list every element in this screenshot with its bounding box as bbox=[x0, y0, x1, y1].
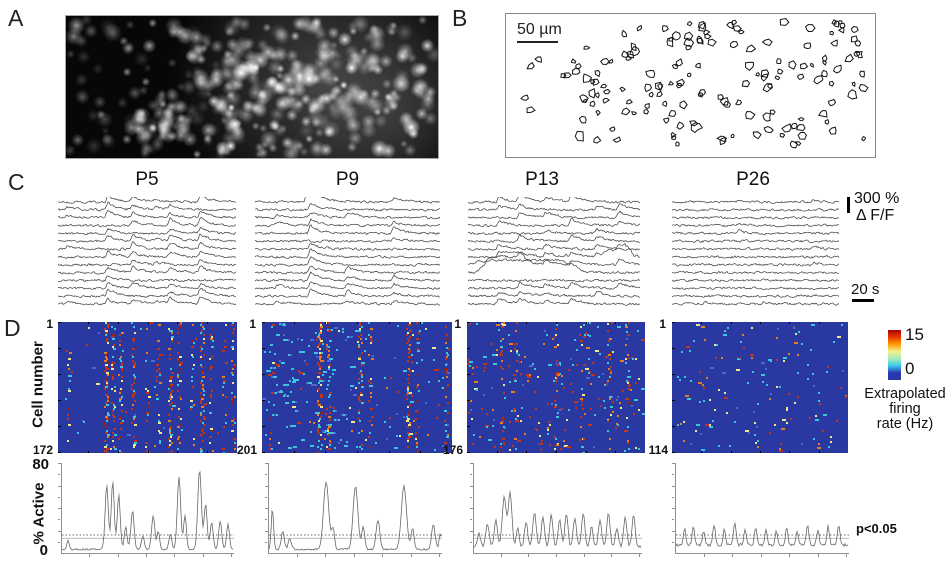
heatmap-p13 bbox=[467, 322, 645, 453]
panel-b-outline-map bbox=[505, 13, 876, 158]
active-plot-p5 bbox=[58, 461, 235, 558]
scale-bar-line bbox=[517, 41, 558, 43]
heatmap-p26-first-cell: 1 bbox=[659, 317, 666, 331]
colorbar-title-line2: firing bbox=[889, 401, 921, 417]
dff-scale-tick bbox=[847, 197, 850, 213]
active-ymax-label: 80 bbox=[32, 456, 49, 473]
colorbar-title: Extrapolated firing rate (Hz) bbox=[849, 387, 951, 432]
active-ymin-label: 0 bbox=[39, 542, 48, 559]
significance-label: p<0.05 bbox=[856, 521, 897, 536]
time-scale-label: 20 s bbox=[851, 281, 880, 298]
trace-group-p13 bbox=[468, 197, 640, 308]
trace-group-p26 bbox=[672, 197, 839, 308]
trace-group-p5 bbox=[58, 197, 236, 308]
trace-title-p26: P26 bbox=[736, 169, 770, 190]
panel-a-image bbox=[65, 15, 439, 159]
colorbar-min-label: 0 bbox=[905, 359, 915, 378]
heatmap-p26 bbox=[672, 322, 848, 453]
colorbar-title-line3: rate (Hz) bbox=[876, 416, 934, 432]
active-plot-p9 bbox=[265, 461, 443, 558]
heatmap-p9 bbox=[262, 322, 452, 453]
time-scale-line bbox=[852, 299, 874, 302]
panel-c-label: C bbox=[8, 169, 25, 195]
heatmap-p5-first-cell: 1 bbox=[46, 317, 53, 331]
heatmap-p5-last-cell: 172 bbox=[32, 443, 53, 457]
heatmap-p9-first-cell: 1 bbox=[249, 317, 256, 331]
colorbar-title-line1: Extrapolated bbox=[864, 386, 946, 402]
panel-a-label: A bbox=[8, 5, 24, 31]
panel-d-label: D bbox=[4, 315, 21, 341]
active-plot-p26 bbox=[672, 461, 850, 558]
trace-title-p9: P9 bbox=[335, 169, 360, 190]
heatmap-p26-last-cell: 114 bbox=[648, 443, 668, 457]
heatmap-p5 bbox=[58, 322, 237, 453]
trace-group-p9 bbox=[255, 197, 440, 308]
trace-title-p5: P5 bbox=[135, 169, 159, 190]
scale-bar-label: 50 µm bbox=[517, 21, 562, 38]
dff-scale-unit: Δ F/F bbox=[856, 207, 895, 224]
heatmap-p9-last-cell: 201 bbox=[236, 443, 257, 457]
trace-title-p13: P13 bbox=[525, 169, 559, 190]
colorbar bbox=[888, 330, 901, 380]
heatmap-p13-first-cell: 1 bbox=[454, 317, 461, 331]
panel-b-label: B bbox=[452, 5, 468, 31]
active-plot-p13 bbox=[470, 461, 643, 558]
dff-scale-value: 300 % bbox=[854, 190, 900, 207]
colorbar-max-label: 15 bbox=[905, 325, 924, 344]
cell-number-axis-label: Cell number bbox=[29, 341, 47, 428]
heatmap-p13-last-cell: 176 bbox=[442, 443, 463, 457]
